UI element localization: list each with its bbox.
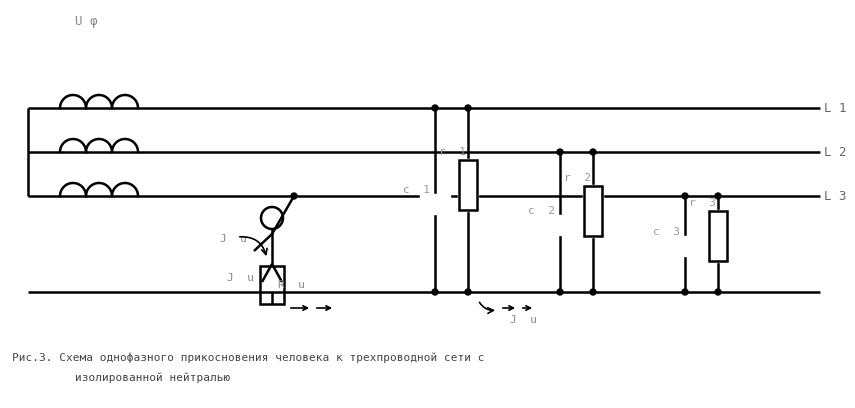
FancyArrowPatch shape [480,302,493,313]
Circle shape [590,289,596,295]
FancyArrowPatch shape [239,237,267,255]
Circle shape [432,105,438,111]
Text: c  2: c 2 [528,206,555,216]
Text: J  u: J u [227,273,254,283]
Circle shape [557,289,563,295]
Bar [584,186,602,236]
Text: L 2: L 2 [824,146,846,158]
Text: U φ: U φ [75,16,97,29]
Circle shape [590,149,596,155]
Text: r  1: r 1 [439,147,466,157]
Circle shape [291,193,297,199]
Bar [709,211,727,261]
Text: L 1: L 1 [824,102,846,115]
Circle shape [557,149,563,155]
Text: r  2: r 2 [564,173,591,183]
Bar [260,266,284,304]
Text: R  u: R u [278,280,305,290]
Text: Рис.3. Схема однофазного прикосновения человека к трехпроводной сети с: Рис.3. Схема однофазного прикосновения ч… [12,353,485,363]
Text: r  3: r 3 [689,198,716,208]
Text: L 3: L 3 [824,189,846,202]
Circle shape [715,289,721,295]
Circle shape [682,193,688,199]
Text: J  u: J u [220,234,247,244]
Bar [459,160,477,210]
Text: c  3: c 3 [653,227,680,237]
Circle shape [715,193,721,199]
Circle shape [432,289,438,295]
Circle shape [465,289,471,295]
Text: изолированной нейтралью: изолированной нейтралью [75,373,230,383]
Text: J  u: J u [510,315,537,325]
Circle shape [465,105,471,111]
Text: c  1: c 1 [403,185,430,195]
Circle shape [682,289,688,295]
